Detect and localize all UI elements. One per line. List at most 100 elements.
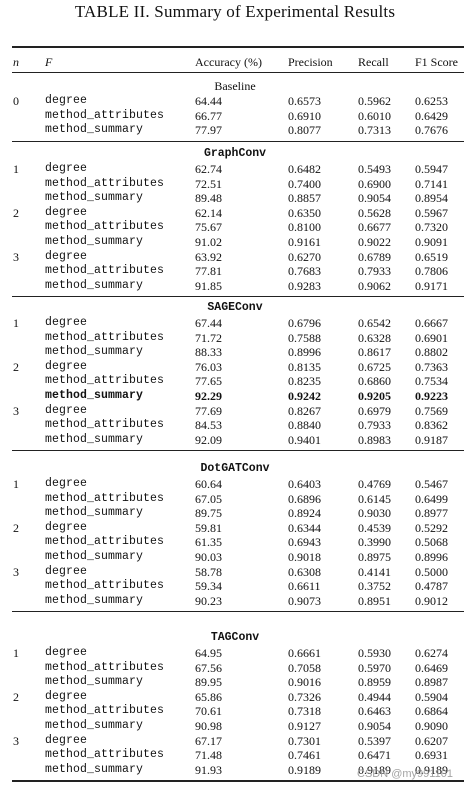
section-rule [12, 296, 464, 297]
cell-precision: 0.7461 [288, 748, 321, 763]
cell-recall: 0.5397 [358, 733, 391, 748]
cell-feature: method_summary [45, 235, 144, 248]
cell-feature: degree [45, 733, 88, 747]
cell-recall: 0.4141 [358, 564, 391, 579]
cell-accuracy: 77.97 [195, 123, 222, 138]
cell-feature: degree [45, 316, 88, 329]
cell-accuracy: 75.67 [195, 220, 222, 235]
cell-recall: 0.6677 [358, 220, 391, 235]
cell-precision: 0.6270 [288, 249, 321, 264]
cell-feature: method_attributes [45, 704, 165, 718]
cell-f1: 0.9012 [415, 593, 448, 608]
cell-f1: 0.8362 [415, 418, 448, 433]
cell-feature: method_summary [45, 191, 144, 205]
cell-accuracy: 76.03 [195, 359, 222, 374]
cell-accuracy: 62.74 [195, 162, 222, 176]
cell-recall: 0.9205 [358, 389, 391, 403]
cell-feature: degree [45, 689, 88, 703]
cell-recall: 0.4539 [358, 520, 391, 535]
cell-precision: 0.9189 [288, 762, 321, 777]
cell-n: 3 [13, 249, 19, 264]
cell-accuracy: 90.03 [195, 550, 222, 564]
cell-recall: 0.9189 [358, 762, 391, 777]
cell-accuracy: 71.72 [195, 330, 222, 345]
cell-feature: degree [45, 205, 88, 219]
section-title: Baseline [214, 79, 256, 93]
cell-precision: 0.8235 [288, 374, 321, 389]
section-title: TAGConv [210, 631, 260, 644]
cell-feature: method_attributes [45, 108, 165, 122]
cell-accuracy: 89.75 [195, 506, 222, 521]
cell-accuracy: 90.23 [195, 593, 222, 608]
cell-accuracy: 92.09 [195, 432, 222, 447]
cell-feature: method_summary [45, 123, 144, 137]
cell-accuracy: 90.98 [195, 719, 222, 733]
cell-f1: 0.4787 [415, 579, 448, 594]
cell-accuracy: 67.44 [195, 316, 222, 330]
header-recall: Recall [358, 55, 389, 69]
section-title: SAGEConv [207, 301, 263, 314]
cell-f1: 0.6469 [415, 660, 448, 675]
cell-precision: 0.6796 [288, 316, 321, 330]
cell-accuracy: 60.64 [195, 477, 222, 491]
cell-precision: 0.8857 [288, 191, 321, 206]
cell-f1: 0.6274 [415, 646, 448, 660]
cell-precision: 0.6482 [288, 162, 321, 176]
cell-f1: 0.8977 [415, 506, 448, 521]
cell-accuracy: 58.78 [195, 564, 222, 579]
cell-feature: method_attributes [45, 535, 165, 549]
cell-f1: 0.6429 [415, 108, 448, 123]
header-f: F [45, 55, 53, 69]
cell-precision: 0.9018 [288, 550, 321, 564]
cell-precision: 0.9073 [288, 593, 321, 608]
cell-f1: 0.9091 [415, 235, 448, 249]
cell-feature: method_attributes [45, 220, 165, 234]
cell-n: 3 [13, 403, 19, 418]
cell-precision: 0.8840 [288, 418, 321, 433]
cell-recall: 0.7313 [358, 123, 391, 138]
cell-recall: 0.6328 [358, 330, 391, 345]
section-rule [12, 611, 464, 612]
cell-recall: 0.3752 [358, 579, 391, 594]
cell-f1: 0.6253 [415, 94, 448, 108]
cell-feature: degree [45, 249, 88, 263]
cell-f1: 0.7806 [415, 264, 448, 279]
cell-accuracy: 91.93 [195, 762, 222, 777]
watermark: CSDN @my991101 [357, 768, 453, 780]
cell-precision: 0.6573 [288, 94, 321, 108]
cell-precision: 0.7683 [288, 264, 321, 279]
cell-f1: 0.6864 [415, 704, 448, 719]
cell-accuracy: 59.34 [195, 579, 222, 594]
cell-f1: 0.8802 [415, 345, 448, 360]
cell-recall: 0.8959 [358, 675, 391, 690]
cell-recall: 0.7933 [358, 264, 391, 279]
cell-recall: 0.8951 [358, 593, 391, 608]
cell-precision: 0.8100 [288, 220, 321, 235]
cell-accuracy: 70.61 [195, 704, 222, 719]
cell-accuracy: 66.77 [195, 108, 222, 123]
top-rule [12, 46, 464, 48]
cell-feature: method_summary [45, 762, 144, 776]
cell-recall: 0.6463 [358, 704, 391, 719]
cell-f1: 0.7363 [415, 359, 448, 374]
cell-recall: 0.5930 [358, 646, 391, 660]
cell-accuracy: 67.56 [195, 660, 222, 675]
cell-recall: 0.6900 [358, 176, 391, 191]
cell-feature: method_attributes [45, 264, 165, 278]
cell-n: 0 [13, 94, 19, 108]
cell-feature: method_attributes [45, 660, 165, 674]
cell-feature: method_attributes [45, 330, 165, 344]
cell-feature: method_summary [45, 593, 144, 607]
header-precision: Precision [288, 55, 333, 69]
cell-n: 2 [13, 359, 19, 374]
cell-accuracy: 77.69 [195, 403, 222, 418]
cell-n: 2 [13, 520, 19, 535]
cell-f1: 0.6931 [415, 748, 448, 763]
cell-accuracy: 62.14 [195, 205, 222, 220]
cell-f1: 0.8996 [415, 550, 448, 564]
cell-f1: 0.6207 [415, 733, 448, 748]
cell-feature: method_summary [45, 550, 144, 563]
cell-recall: 0.5962 [358, 94, 391, 108]
cell-precision: 0.9283 [288, 278, 321, 293]
header-rule [12, 72, 464, 73]
